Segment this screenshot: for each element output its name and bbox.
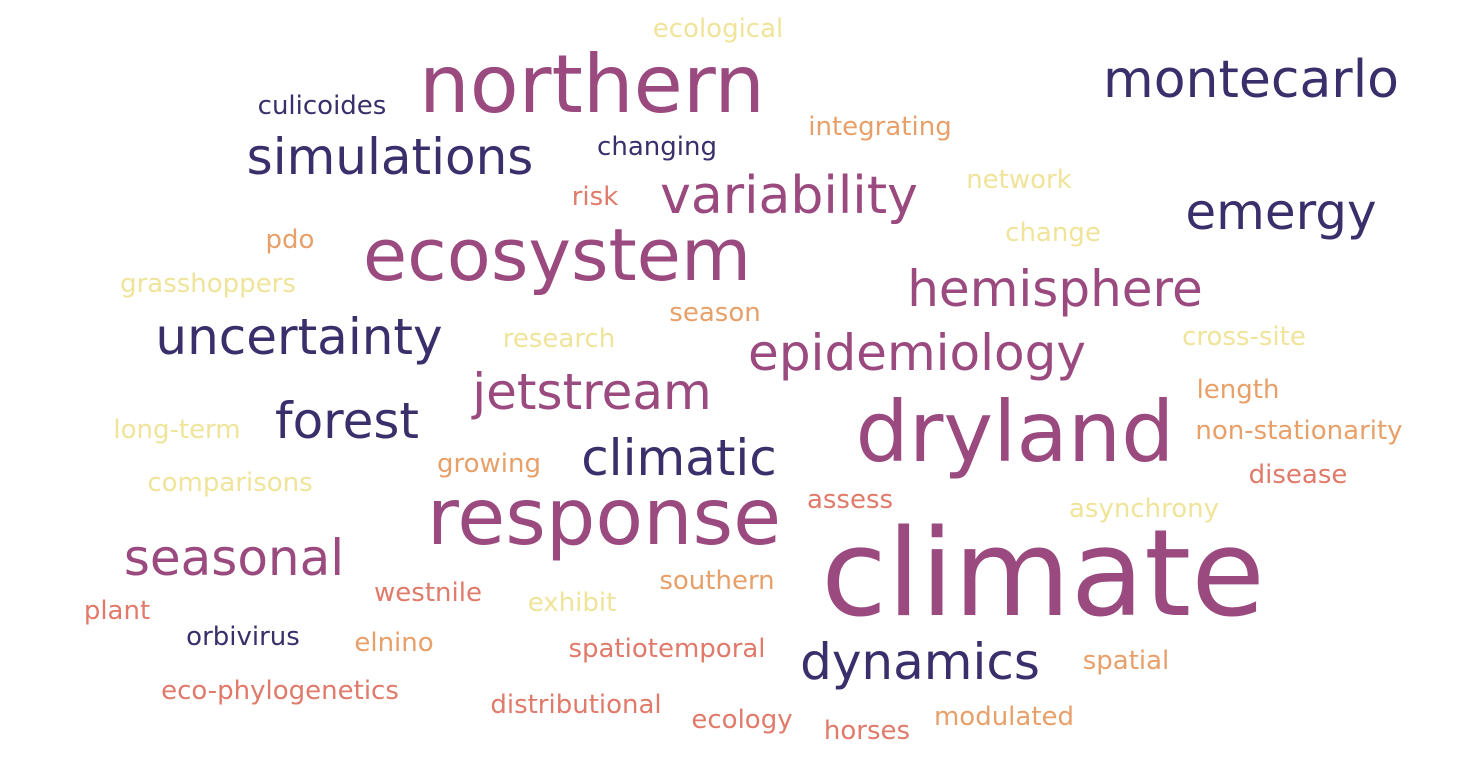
word-forest: forest xyxy=(274,392,420,450)
word-emergy: emergy xyxy=(1185,183,1377,241)
word-dryland: dryland xyxy=(855,383,1175,481)
word-montecarlo: montecarlo xyxy=(1103,50,1399,110)
word-risk: risk xyxy=(571,182,619,212)
word-southern: southern xyxy=(659,566,775,596)
word-integrating: integrating xyxy=(808,112,952,142)
word-modulated: modulated xyxy=(933,702,1075,732)
word-change: change xyxy=(1005,218,1101,248)
word-climatic: climatic xyxy=(581,429,777,487)
word-distributional: distributional xyxy=(490,690,662,720)
word-seasonal: seasonal xyxy=(123,529,345,587)
word-spatial: spatial xyxy=(1082,646,1170,676)
word-non-stationarity: non-stationarity xyxy=(1195,416,1403,446)
word-disease: disease xyxy=(1248,460,1348,490)
word-simulations: simulations xyxy=(246,128,534,186)
word-long-term: long-term xyxy=(113,415,241,445)
word-eco-phylogenetics: eco-phylogenetics xyxy=(161,676,399,706)
word-westnile: westnile xyxy=(374,578,482,608)
word-northern: northern xyxy=(418,38,766,131)
word-variability: variability xyxy=(660,166,918,226)
word-exhibit: exhibit xyxy=(527,588,617,618)
word-culicoides: culicoides xyxy=(257,91,387,121)
word-plant: plant xyxy=(83,596,151,626)
word-grasshoppers: grasshoppers xyxy=(120,269,296,299)
word-spatiotemporal: spatiotemporal xyxy=(568,634,766,664)
word-length: length xyxy=(1196,375,1280,405)
word-network: network xyxy=(966,165,1072,195)
word-elnino: elnino xyxy=(354,628,434,658)
word-research: research xyxy=(502,324,616,354)
word-uncertainty: uncertainty xyxy=(155,308,443,366)
word-response: response xyxy=(426,473,782,563)
word-horses: horses xyxy=(823,716,911,746)
word-assess: assess xyxy=(806,485,894,515)
word-epidemiology: epidemiology xyxy=(748,324,1086,382)
word-changing: changing xyxy=(597,132,717,162)
word-jetstream: jetstream xyxy=(472,363,712,421)
word-climate: climate xyxy=(821,505,1265,644)
word-hemisphere: hemisphere xyxy=(907,260,1203,318)
word-season: season xyxy=(669,298,761,328)
word-dynamics: dynamics xyxy=(800,633,1040,691)
word-orbivirus: orbivirus xyxy=(186,622,300,652)
word-pdo: pdo xyxy=(265,225,315,255)
word-growing: growing xyxy=(437,449,541,479)
word-comparisons: comparisons xyxy=(147,468,313,498)
word-cross-site: cross-site xyxy=(1182,322,1306,352)
word-ecosystem: ecosystem xyxy=(362,213,752,297)
word-ecological: ecological xyxy=(652,14,784,44)
word-ecology: ecology xyxy=(691,705,793,735)
word-asynchrony: asynchrony xyxy=(1068,494,1220,524)
